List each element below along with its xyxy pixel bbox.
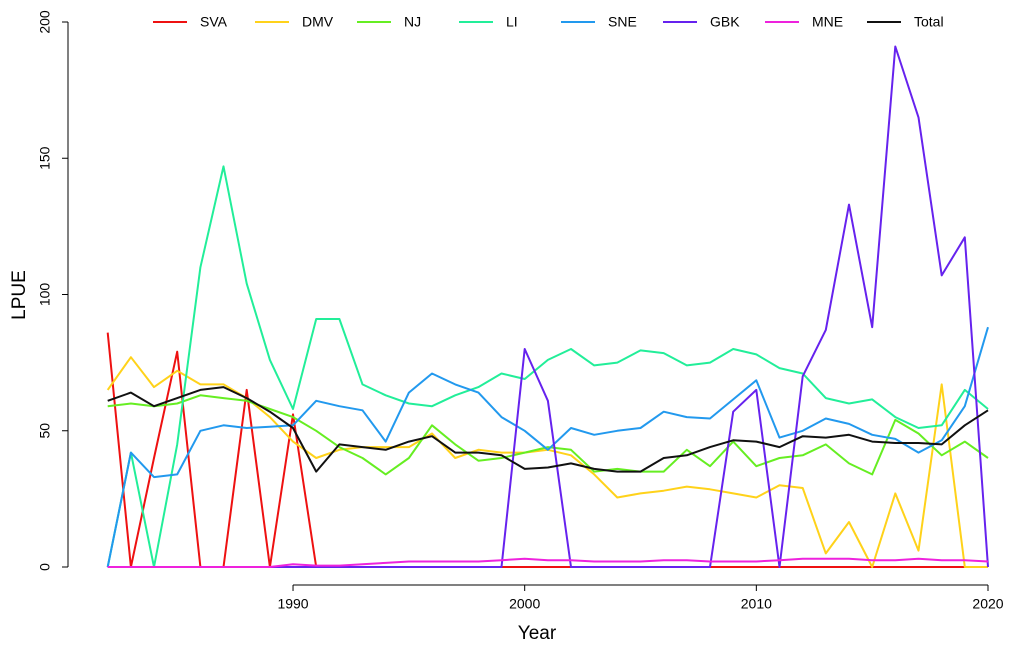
- y-tick-label: 200: [37, 10, 53, 34]
- series-line: [106, 165, 989, 568]
- series-line: [106, 326, 989, 568]
- legend-label: SVA: [200, 14, 228, 30]
- x-axis-label: Year: [518, 623, 557, 644]
- y-tick-label: 0: [37, 563, 53, 571]
- legend-label: SNE: [608, 14, 637, 30]
- x-tick-label: 2010: [741, 596, 772, 612]
- legend-label: DMV: [302, 14, 334, 30]
- x-tick-label: 1990: [277, 596, 308, 612]
- x-tick-label: 2020: [972, 596, 1003, 612]
- y-axis-label: LPUE: [9, 270, 30, 320]
- series-line: [107, 557, 989, 568]
- series-line: [107, 45, 989, 568]
- legend-label: GBK: [710, 14, 740, 30]
- y-tick-label: 150: [37, 146, 53, 170]
- x-tick-label: 2000: [509, 596, 540, 612]
- legend-label: Total: [914, 14, 944, 30]
- series-line: [106, 356, 988, 568]
- legend-label: MNE: [812, 14, 843, 30]
- series-line: [106, 332, 988, 568]
- y-tick-label: 50: [37, 423, 53, 439]
- y-tick-label: 100: [37, 283, 53, 307]
- legend-label: LI: [506, 14, 518, 30]
- legend-label: NJ: [404, 14, 421, 30]
- series-line: [107, 386, 989, 473]
